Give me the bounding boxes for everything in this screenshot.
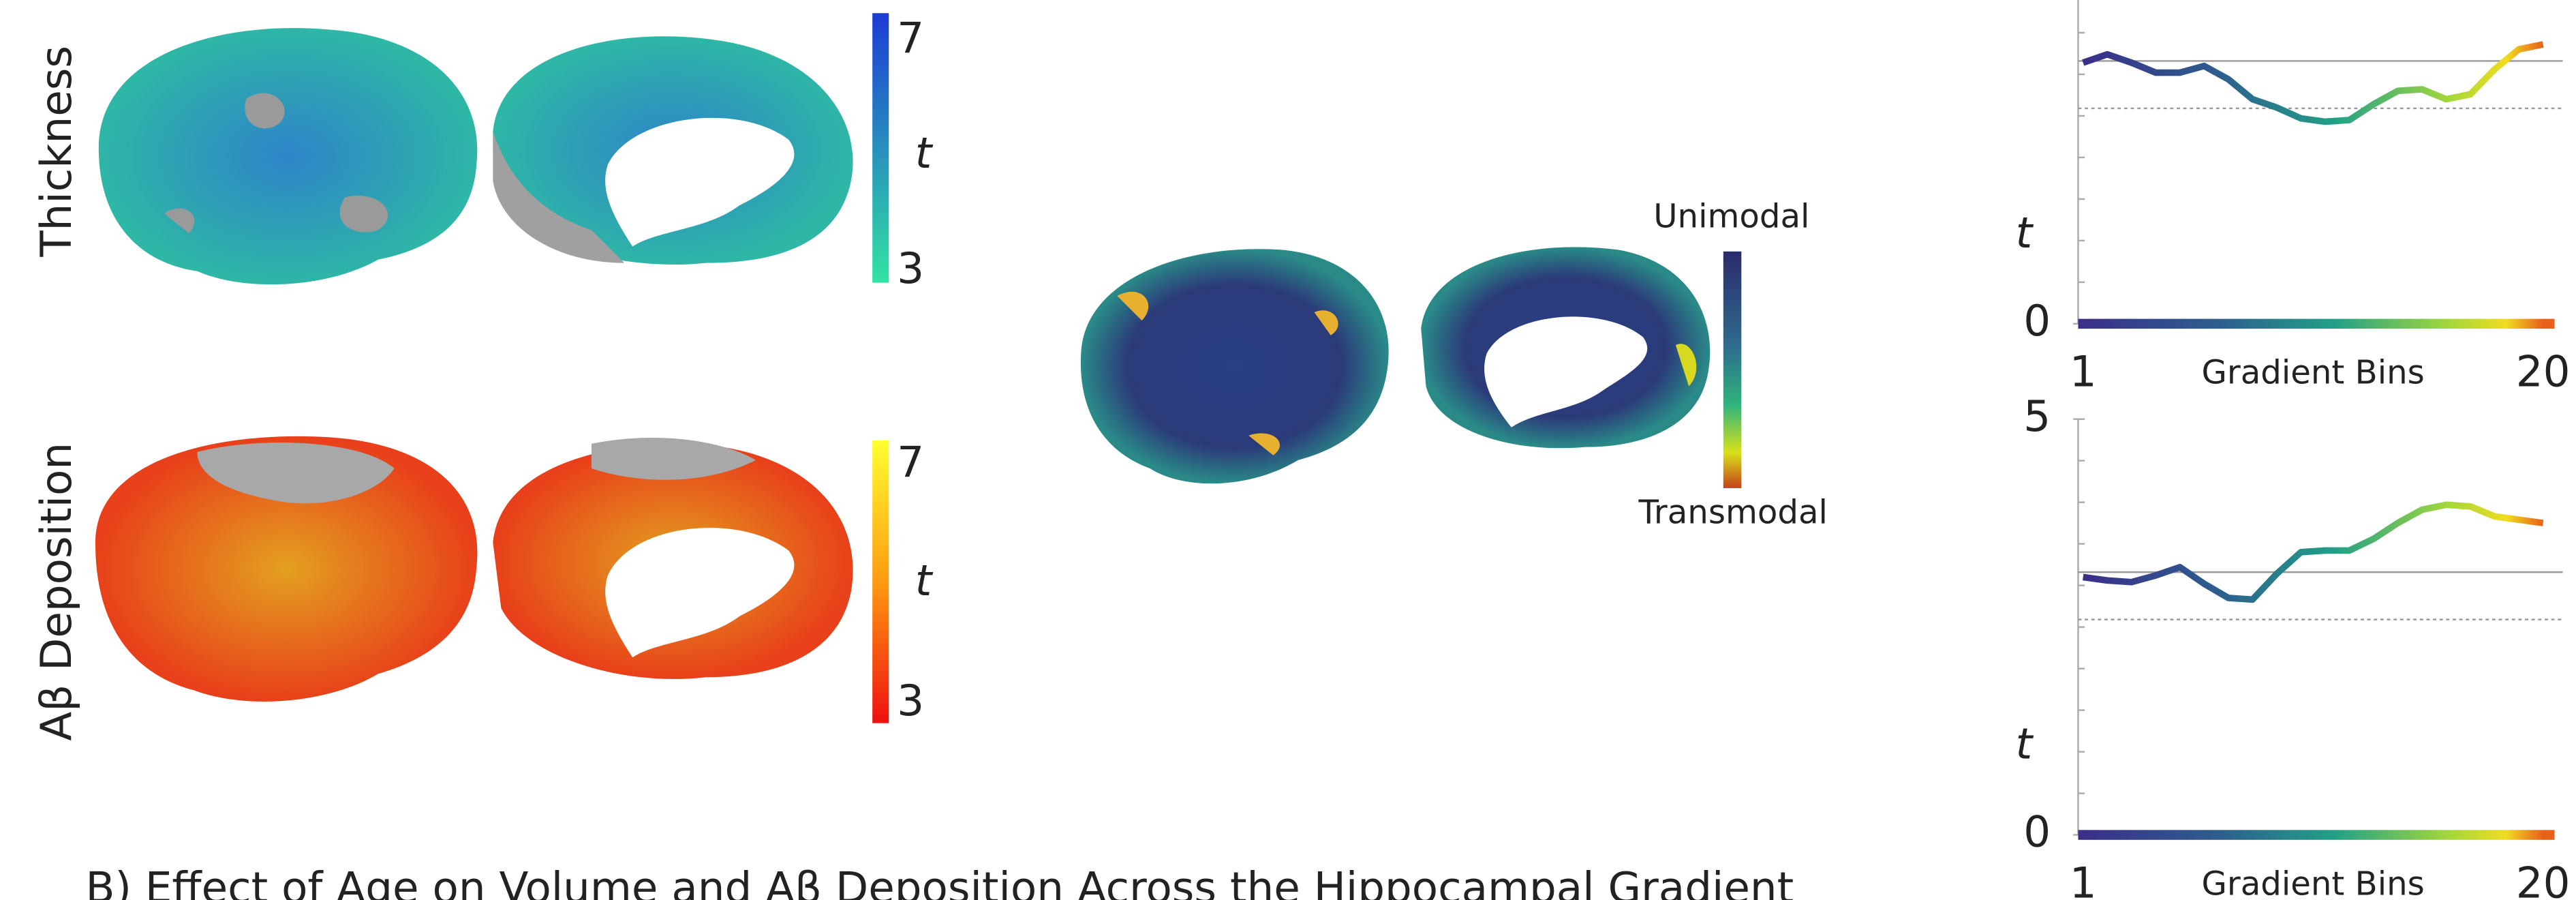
colorbar — [872, 440, 889, 723]
data-line — [2083, 501, 2544, 603]
data-line — [2082, 41, 2544, 125]
colorbar — [872, 13, 889, 283]
brain-thickness-lateral — [98, 28, 478, 285]
x-tick-label: 1 — [2070, 858, 2097, 900]
colorbar-min: 3 — [897, 243, 924, 293]
x-axis-label: Gradient Bins — [2202, 865, 2425, 900]
colorbar-symbol: t — [915, 556, 934, 605]
colorbar-max: 7 — [897, 13, 924, 63]
brain-abeta-medial — [493, 438, 853, 679]
colorbar-bottom-label: Transmodal — [1638, 493, 1828, 531]
colorbar-symbol: t — [915, 128, 934, 178]
y-axis-label: t — [2016, 208, 2034, 258]
y-axis-label: t — [2016, 719, 2034, 769]
row-label: Aβ Deposition — [31, 442, 81, 741]
colorbar — [1723, 251, 1742, 488]
colorbar-max: 7 — [897, 437, 924, 487]
row-label: Thickness — [31, 46, 81, 258]
caption: B) Effect of Age on Volume and Aβ Deposi… — [86, 863, 1794, 900]
brain-gradient-medial — [1421, 247, 1711, 449]
brain-gradient-lateral — [1080, 249, 1389, 484]
x-tick-label: 1 — [2070, 347, 2097, 397]
brain-thickness-medial — [493, 36, 853, 265]
y-tick-label: 0 — [2023, 296, 2051, 346]
colorbar-min: 3 — [897, 676, 924, 725]
x-axis-label: Gradient Bins — [2202, 354, 2425, 392]
y-tick-label: 5 — [2023, 391, 2051, 441]
x-tick-label: 20 — [2516, 347, 2571, 397]
brain-abeta-lateral — [95, 436, 478, 702]
gradient-strip — [2078, 318, 2555, 329]
x-tick-label: 20 — [2516, 858, 2571, 900]
gradient-strip — [2078, 830, 2555, 840]
colorbar-top-label: Unimodal — [1653, 198, 1809, 236]
y-tick-label: 0 — [2023, 807, 2051, 857]
